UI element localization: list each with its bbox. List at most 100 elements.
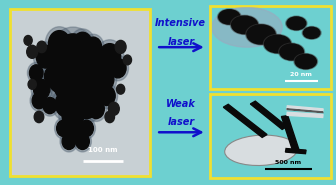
Circle shape xyxy=(123,55,131,65)
Circle shape xyxy=(246,24,276,45)
Circle shape xyxy=(70,29,95,58)
Circle shape xyxy=(69,119,85,138)
Circle shape xyxy=(230,15,259,34)
Circle shape xyxy=(34,80,50,99)
Circle shape xyxy=(83,34,104,60)
Circle shape xyxy=(64,57,96,96)
Circle shape xyxy=(24,36,32,45)
Circle shape xyxy=(92,50,109,70)
Circle shape xyxy=(45,27,74,61)
Polygon shape xyxy=(287,112,323,117)
Ellipse shape xyxy=(225,135,297,166)
Circle shape xyxy=(279,43,304,61)
Circle shape xyxy=(247,25,275,44)
Circle shape xyxy=(41,95,59,116)
Circle shape xyxy=(62,102,84,128)
Circle shape xyxy=(67,116,88,141)
Circle shape xyxy=(95,40,124,74)
Circle shape xyxy=(45,63,74,96)
Circle shape xyxy=(71,85,102,123)
Circle shape xyxy=(43,97,57,114)
Circle shape xyxy=(232,16,257,34)
Text: Weak: Weak xyxy=(166,99,196,109)
Circle shape xyxy=(117,84,125,94)
Circle shape xyxy=(52,87,80,121)
Circle shape xyxy=(30,90,48,111)
Circle shape xyxy=(75,70,107,108)
Circle shape xyxy=(295,54,316,69)
Circle shape xyxy=(107,55,128,81)
Bar xyxy=(10,9,150,176)
Circle shape xyxy=(110,58,126,78)
Circle shape xyxy=(105,111,115,123)
Circle shape xyxy=(48,66,70,92)
Circle shape xyxy=(286,16,307,31)
Circle shape xyxy=(54,34,92,80)
Text: Intensive: Intensive xyxy=(155,18,206,28)
Circle shape xyxy=(48,27,98,86)
Text: 500 nm: 500 nm xyxy=(275,160,301,165)
Circle shape xyxy=(86,96,107,122)
Circle shape xyxy=(55,91,77,117)
Circle shape xyxy=(78,118,95,139)
Circle shape xyxy=(33,42,58,71)
Circle shape xyxy=(74,89,99,119)
Polygon shape xyxy=(282,116,299,152)
Circle shape xyxy=(49,61,88,108)
Circle shape xyxy=(99,86,115,105)
Circle shape xyxy=(84,58,109,88)
Ellipse shape xyxy=(212,7,282,47)
Circle shape xyxy=(55,118,72,139)
Polygon shape xyxy=(287,106,323,112)
Text: laser: laser xyxy=(167,37,194,47)
Bar xyxy=(210,6,331,89)
Circle shape xyxy=(59,98,87,132)
Text: 20 nm: 20 nm xyxy=(290,72,312,77)
Circle shape xyxy=(28,62,45,84)
Circle shape xyxy=(48,31,70,57)
Circle shape xyxy=(58,51,101,102)
Circle shape xyxy=(46,47,81,89)
Circle shape xyxy=(31,77,52,102)
Circle shape xyxy=(64,80,91,112)
Bar xyxy=(210,94,331,178)
Text: 100 nm: 100 nm xyxy=(88,147,118,153)
Circle shape xyxy=(76,133,89,149)
Circle shape xyxy=(80,120,93,137)
Circle shape xyxy=(294,53,318,69)
Circle shape xyxy=(57,120,70,137)
Circle shape xyxy=(263,34,292,53)
Circle shape xyxy=(80,54,112,92)
Circle shape xyxy=(265,35,290,53)
Circle shape xyxy=(28,80,36,89)
Polygon shape xyxy=(287,109,323,112)
Circle shape xyxy=(90,47,111,73)
Circle shape xyxy=(96,83,118,108)
Circle shape xyxy=(219,10,240,24)
Circle shape xyxy=(92,65,117,94)
Circle shape xyxy=(30,65,43,81)
Polygon shape xyxy=(286,149,306,154)
Circle shape xyxy=(74,131,91,152)
Circle shape xyxy=(95,68,114,91)
Circle shape xyxy=(78,75,103,104)
Circle shape xyxy=(44,66,61,86)
Circle shape xyxy=(50,52,77,84)
Circle shape xyxy=(287,17,306,30)
Circle shape xyxy=(73,32,92,55)
Polygon shape xyxy=(250,101,287,130)
Circle shape xyxy=(73,47,100,80)
Circle shape xyxy=(109,102,119,115)
Circle shape xyxy=(59,75,95,117)
Circle shape xyxy=(218,9,241,25)
Circle shape xyxy=(303,27,320,38)
Circle shape xyxy=(60,131,78,152)
Circle shape xyxy=(37,41,46,53)
Circle shape xyxy=(99,44,121,70)
Circle shape xyxy=(115,40,126,53)
Circle shape xyxy=(69,42,104,84)
Circle shape xyxy=(302,26,321,39)
Text: laser: laser xyxy=(167,117,194,127)
Circle shape xyxy=(88,99,104,119)
Circle shape xyxy=(32,92,46,109)
